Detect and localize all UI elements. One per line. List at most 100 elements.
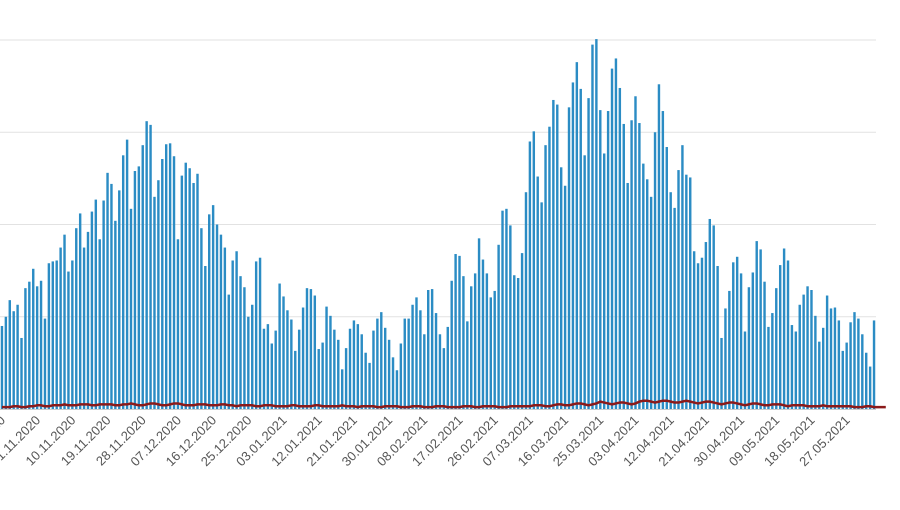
bar-series xyxy=(0,39,876,410)
bar xyxy=(759,249,762,409)
bar xyxy=(872,320,876,409)
bar xyxy=(262,328,266,409)
bar xyxy=(556,104,559,409)
bar xyxy=(356,324,360,409)
bar xyxy=(462,276,465,409)
bar xyxy=(778,265,782,409)
bar xyxy=(829,308,833,409)
bar xyxy=(646,179,649,409)
bar xyxy=(337,339,340,409)
bar xyxy=(430,289,434,409)
bar xyxy=(516,278,520,409)
bar xyxy=(12,311,15,409)
bar xyxy=(208,214,211,409)
bar xyxy=(75,228,78,409)
bar xyxy=(681,145,684,410)
bar xyxy=(67,271,70,409)
bar xyxy=(47,263,51,409)
bar xyxy=(735,256,739,409)
bar xyxy=(649,196,653,409)
bar xyxy=(235,251,238,409)
bar xyxy=(137,166,141,409)
bar xyxy=(395,370,399,409)
bar xyxy=(571,82,575,409)
bar xyxy=(642,163,645,409)
bar xyxy=(415,297,418,409)
bar xyxy=(204,266,207,409)
bar xyxy=(845,342,848,409)
bar xyxy=(239,276,242,409)
bar xyxy=(591,44,594,410)
x-axis-tick-labels: 23.10.202001.11.202010.11.202019.11.2020… xyxy=(0,413,853,470)
bar xyxy=(567,107,571,409)
bar xyxy=(0,325,4,409)
bar xyxy=(685,174,688,409)
bar xyxy=(196,173,199,409)
bar xyxy=(563,185,567,409)
bar xyxy=(618,87,622,409)
bar xyxy=(59,247,62,409)
bar xyxy=(321,342,324,409)
bar xyxy=(485,273,489,409)
bar xyxy=(28,281,31,409)
bar xyxy=(39,280,43,409)
bar xyxy=(215,224,219,409)
bar xyxy=(403,318,406,409)
bar xyxy=(798,304,801,409)
bar xyxy=(219,234,223,409)
bar xyxy=(790,325,794,409)
bar xyxy=(372,330,375,409)
bar xyxy=(825,295,829,409)
bar xyxy=(164,144,168,410)
bar xyxy=(376,318,379,409)
bar xyxy=(837,320,841,409)
bar xyxy=(407,318,410,409)
bar xyxy=(579,88,582,409)
bar xyxy=(32,268,35,409)
bar xyxy=(583,155,586,409)
bar xyxy=(106,172,109,409)
bar xyxy=(192,182,195,409)
bar xyxy=(513,275,516,409)
bar xyxy=(383,327,387,409)
bar xyxy=(110,183,113,409)
bar xyxy=(857,318,860,409)
bar xyxy=(309,289,313,409)
bar xyxy=(399,343,403,409)
bar xyxy=(340,369,344,409)
bar xyxy=(657,84,661,409)
bar xyxy=(266,324,270,409)
bar xyxy=(806,286,809,409)
bar xyxy=(305,288,309,409)
bar xyxy=(442,348,446,409)
line-series xyxy=(1,399,886,409)
bar xyxy=(329,315,332,409)
bar xyxy=(559,167,563,409)
bar xyxy=(661,111,665,409)
bar xyxy=(188,168,191,409)
bar xyxy=(286,310,289,409)
bar xyxy=(168,143,172,409)
bar xyxy=(223,247,227,409)
bar xyxy=(505,208,508,409)
bar xyxy=(677,170,680,409)
bar xyxy=(125,139,129,409)
bar xyxy=(274,330,277,409)
bar xyxy=(317,349,320,409)
bar xyxy=(352,320,356,409)
bar xyxy=(868,366,872,409)
bar xyxy=(227,294,230,409)
bar xyxy=(786,260,790,409)
bar xyxy=(473,273,477,409)
bar xyxy=(704,242,708,409)
bar xyxy=(16,304,19,409)
bar xyxy=(200,228,203,409)
bar xyxy=(771,313,774,409)
bar xyxy=(71,260,74,409)
bar xyxy=(387,339,391,409)
bar xyxy=(258,257,262,409)
bar xyxy=(552,99,555,410)
bar xyxy=(450,280,453,409)
bar xyxy=(368,362,371,410)
